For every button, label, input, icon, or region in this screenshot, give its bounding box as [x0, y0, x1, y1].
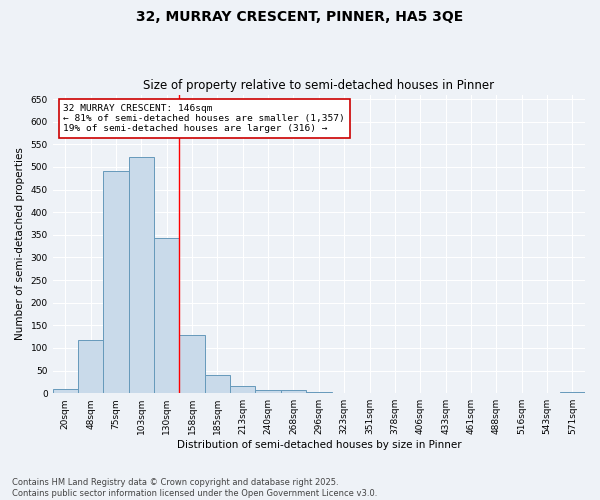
Bar: [281, 390, 306, 393]
Bar: [53, 388, 78, 393]
X-axis label: Distribution of semi-detached houses by size in Pinner: Distribution of semi-detached houses by …: [176, 440, 461, 450]
Title: Size of property relative to semi-detached houses in Pinner: Size of property relative to semi-detach…: [143, 79, 494, 92]
Text: Contains HM Land Registry data © Crown copyright and database right 2025.
Contai: Contains HM Land Registry data © Crown c…: [12, 478, 377, 498]
Bar: [78, 340, 103, 393]
Text: 32 MURRAY CRESCENT: 146sqm
← 81% of semi-detached houses are smaller (1,357)
19%: 32 MURRAY CRESCENT: 146sqm ← 81% of semi…: [64, 104, 345, 134]
Bar: [103, 172, 129, 393]
Bar: [179, 336, 205, 393]
Bar: [205, 375, 230, 393]
Bar: [256, 390, 281, 393]
Bar: [560, 392, 585, 393]
Y-axis label: Number of semi-detached properties: Number of semi-detached properties: [15, 148, 25, 340]
Bar: [129, 156, 154, 393]
Bar: [154, 238, 179, 393]
Text: 32, MURRAY CRESCENT, PINNER, HA5 3QE: 32, MURRAY CRESCENT, PINNER, HA5 3QE: [136, 10, 464, 24]
Bar: [306, 392, 332, 393]
Bar: [230, 386, 256, 393]
